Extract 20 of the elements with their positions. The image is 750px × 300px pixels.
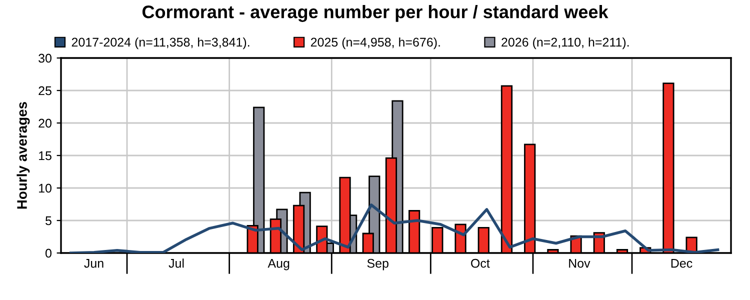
x-tick-label: Dec [671,259,692,268]
y-tick-label: 20 [38,118,52,128]
x-tick-label: Nov [569,259,590,268]
line-series [70,204,720,253]
x-tick-label: Jul [168,258,184,268]
x-tick-label: Oct [471,258,490,268]
x-tick-label: Aug [268,259,290,270]
legend-label: 2017-2024 (n=11,358, h=3,841). [72,37,250,50]
legend-label: 2025 (n=4,958, h=676). [310,37,440,50]
y-tick-label: 5 [46,216,52,226]
y-tick-label: 30 [38,54,52,63]
x-tick-label: Jun [84,259,104,268]
y-axis-title: Hourly averages [16,102,30,209]
x-tick-label: Sep [367,258,388,270]
y-tick-label: 15 [39,151,52,160]
chart-title: Cormorant - average number per hour / standard week [142,5,608,22]
y-tick-label: 0 [46,248,52,258]
y-tick-label: 10 [39,184,52,193]
y-tick-label: 25 [38,86,52,96]
legend-label: 2026 (n=2,110, h=211). [502,37,629,50]
